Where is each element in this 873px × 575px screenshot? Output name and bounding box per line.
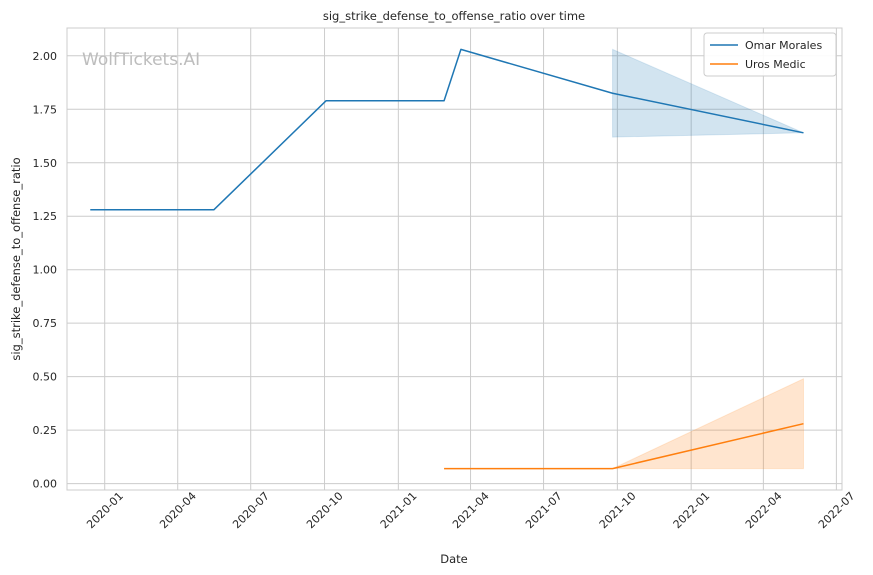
legend-label-omar-morales: Omar Morales bbox=[745, 39, 822, 52]
confidence-bands bbox=[612, 48, 804, 470]
y-tick-label: 1.25 bbox=[33, 210, 58, 223]
y-axis-label: sig_strike_defense_to_offense_ratio bbox=[9, 157, 23, 360]
x-tick-label: 2022-07 bbox=[816, 490, 858, 532]
x-tick-label: 2020-01 bbox=[84, 490, 126, 532]
x-tick-label: 2020-07 bbox=[230, 490, 272, 532]
series-line-omar-morales bbox=[90, 48, 804, 211]
y-tick-label: 0.75 bbox=[33, 317, 58, 330]
watermark: WolfTickets.AI bbox=[82, 50, 200, 70]
legend-label-uros-medic: Uros Medic bbox=[745, 58, 806, 71]
x-axis-label: Date bbox=[440, 552, 468, 566]
series-line-uros-medic bbox=[444, 422, 804, 470]
x-tick-label: 2020-10 bbox=[304, 490, 346, 532]
plot-frame bbox=[66, 27, 843, 491]
y-tick-label: 1.75 bbox=[33, 103, 58, 116]
y-tick-label: 1.50 bbox=[33, 157, 58, 170]
x-tick-label: 2021-10 bbox=[597, 490, 639, 532]
x-tick-label: 2021-01 bbox=[378, 490, 420, 532]
y-tick-label: 0.00 bbox=[33, 478, 58, 491]
y-axis-ticks: 0.00 0.25 0.50 0.75 1.00 1.25 1.50 1.75 2.00 bbox=[33, 50, 58, 491]
legend: Omar Morales Uros Medic bbox=[703, 32, 837, 77]
y-tick-label: 0.25 bbox=[33, 424, 58, 437]
x-tick-label: 2021-07 bbox=[523, 490, 565, 532]
plot-area bbox=[67, 28, 842, 490]
y-tick-label: 2.00 bbox=[33, 50, 58, 63]
x-tick-label: 2021-04 bbox=[450, 490, 492, 532]
y-tick-label: 0.50 bbox=[33, 371, 58, 384]
x-tick-label: 2022-01 bbox=[671, 490, 713, 532]
x-axis-ticks: 2020-01 2020-04 2020-07 2020-10 2021-01 2021-… bbox=[84, 490, 857, 532]
y-tick-label: 1.00 bbox=[33, 264, 58, 277]
series-lines bbox=[90, 48, 804, 470]
chart-title: sig_strike_defense_to_offense_ratio over… bbox=[323, 9, 585, 23]
x-tick-label: 2022-04 bbox=[743, 490, 785, 532]
x-tick-label: 2020-04 bbox=[157, 490, 199, 532]
legend-box bbox=[703, 32, 837, 77]
